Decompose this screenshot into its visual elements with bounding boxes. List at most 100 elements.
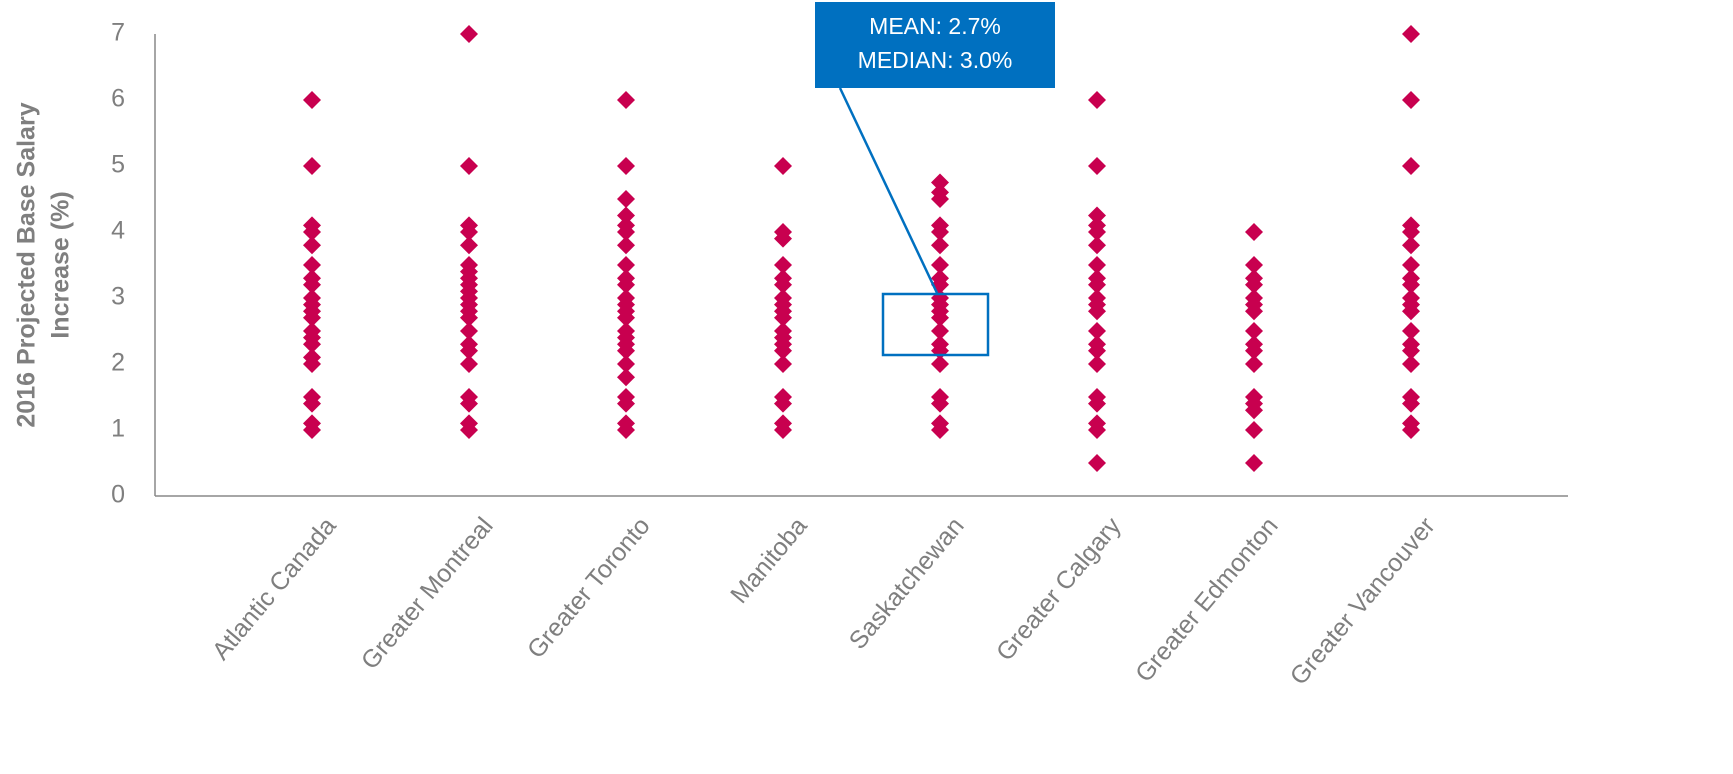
callout-line (838, 87, 939, 294)
point (931, 256, 949, 274)
point (1402, 421, 1420, 439)
point (774, 256, 792, 274)
point (617, 355, 635, 373)
point (1402, 341, 1420, 360)
point (617, 236, 635, 255)
callout-text: MEDIAN: 3.0% (858, 47, 1013, 73)
point (303, 394, 321, 413)
point (774, 229, 792, 248)
x-tick-label: Atlantic Canada (207, 512, 342, 665)
point (303, 308, 321, 327)
x-tick-label: Greater Montreal (356, 512, 499, 675)
y-axis-label: Increase (%) (47, 191, 75, 338)
point (617, 157, 635, 175)
point (1088, 394, 1106, 413)
point (1245, 454, 1263, 472)
point (1245, 275, 1263, 294)
y-tick-label: 2 (111, 349, 125, 377)
point (1088, 275, 1106, 294)
point (303, 256, 321, 274)
point (1245, 421, 1263, 439)
point (1245, 341, 1263, 360)
point (1402, 157, 1420, 175)
point (931, 173, 949, 192)
point (303, 275, 321, 294)
point (303, 157, 321, 175)
point (1402, 223, 1420, 241)
point (460, 157, 478, 175)
point (1245, 256, 1263, 274)
point (1088, 223, 1106, 241)
point (617, 368, 635, 387)
point (931, 223, 949, 241)
y-tick-label: 6 (111, 85, 125, 113)
point (617, 341, 635, 360)
plot-area (303, 25, 1420, 472)
point (931, 355, 949, 373)
point (617, 91, 635, 109)
y-tick-label: 7 (111, 19, 125, 47)
point (1402, 256, 1420, 274)
point (1088, 157, 1106, 175)
point (303, 355, 321, 373)
callout-box (815, 2, 1055, 88)
y-tick-label: 1 (111, 415, 125, 443)
point (303, 421, 321, 439)
point (931, 394, 949, 413)
point (1402, 394, 1420, 413)
point (460, 236, 478, 255)
point (617, 190, 635, 208)
point (460, 394, 478, 413)
point (1088, 322, 1106, 340)
point (460, 421, 478, 439)
point (1088, 341, 1106, 360)
point (460, 355, 478, 373)
point (1245, 355, 1263, 373)
y-tick-label: 4 (111, 217, 125, 245)
x-tick-label: Saskatchewan (844, 512, 970, 655)
point (1245, 401, 1263, 420)
point (931, 421, 949, 439)
x-tick-label: Greater Edmonton (1130, 512, 1284, 688)
point (931, 236, 949, 255)
point (1088, 256, 1106, 274)
point (1402, 25, 1420, 43)
x-tick-label: Greater Vancouver (1285, 512, 1441, 690)
point (303, 236, 321, 255)
point (1245, 302, 1263, 321)
point (774, 355, 792, 373)
point (774, 275, 792, 294)
point (1088, 206, 1106, 225)
point (303, 91, 321, 109)
point (617, 394, 635, 413)
point (774, 394, 792, 413)
point (1088, 236, 1106, 255)
point (1402, 275, 1420, 294)
highlight-box (881, 292, 990, 357)
y-tick-label: 3 (111, 283, 125, 311)
point (1088, 355, 1106, 373)
point (303, 223, 321, 241)
point (1245, 322, 1263, 340)
point (1402, 355, 1420, 373)
point (460, 25, 478, 43)
callout-text: MEAN: 2.7% (869, 13, 1001, 39)
point (1088, 302, 1106, 321)
point (617, 206, 635, 225)
point (1402, 236, 1420, 255)
y-axis-label: 2016 Projected Base Salary (13, 102, 41, 427)
point (617, 421, 635, 439)
point (931, 322, 949, 340)
x-tick-label: Greater Toronto (522, 512, 656, 664)
y-tick-label: 5 (111, 151, 125, 179)
point (460, 322, 478, 340)
point (460, 341, 478, 360)
point (303, 335, 321, 354)
point (1402, 91, 1420, 109)
point (1402, 302, 1420, 321)
point (1088, 91, 1106, 109)
point (1088, 454, 1106, 472)
point (1245, 223, 1263, 241)
point (617, 308, 635, 327)
